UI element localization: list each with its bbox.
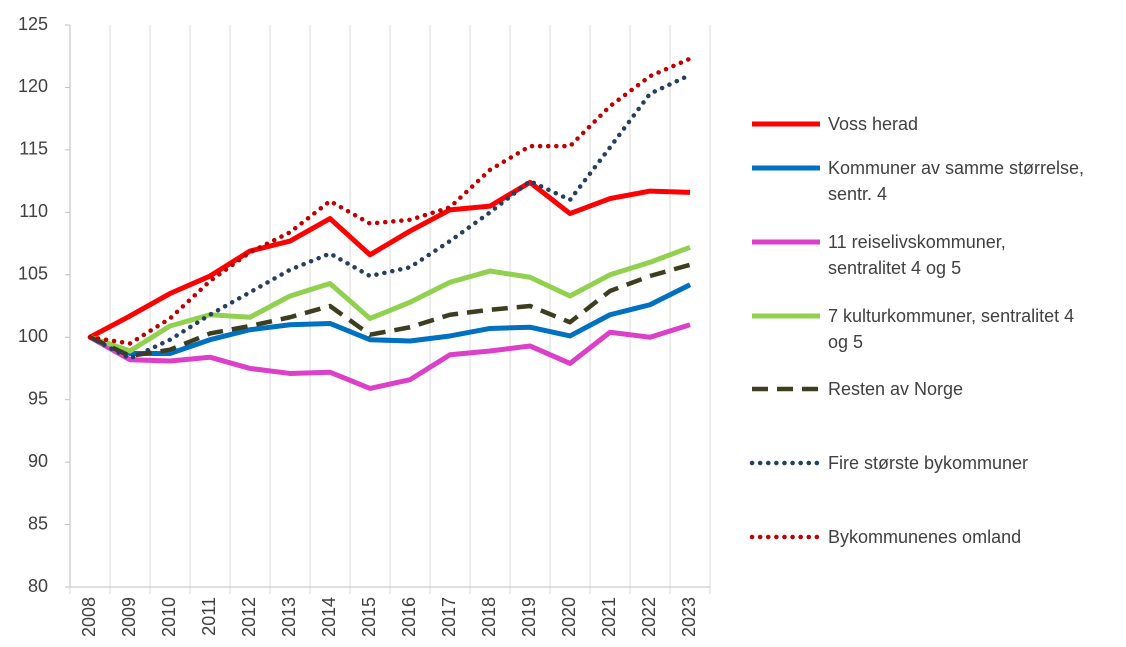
- series-line: [89, 282, 692, 356]
- x-tick-label: 2012: [239, 597, 259, 637]
- series-line: [87, 72, 693, 361]
- y-tick-label: 120: [18, 76, 48, 96]
- x-tick-label: 2018: [479, 597, 499, 637]
- legend-label: Voss herad: [828, 114, 919, 134]
- y-tick-label: 125: [18, 14, 48, 34]
- x-tick-label: 2011: [199, 597, 219, 636]
- x-tick-label: 2019: [519, 597, 539, 637]
- x-tick-label: 2017: [439, 597, 459, 637]
- x-tick-label: 2014: [319, 597, 339, 637]
- y-tick-label: 100: [18, 326, 48, 346]
- y-tick-label: 90: [28, 451, 48, 471]
- legend-label: 11 reiselivskommuner, sentralitet 4 og 5: [828, 232, 1006, 278]
- legend-label: Fire største bykommuner: [828, 453, 1029, 473]
- y-tick-label: 110: [19, 201, 48, 221]
- x-tick-label: 2015: [359, 597, 379, 637]
- x-tick-label: 2009: [119, 597, 139, 637]
- legend-label: Kommuner av samme størrelse, sentr. 4: [828, 158, 1085, 204]
- y-tick-label: 105: [18, 264, 48, 284]
- x-tick-label: 2008: [79, 597, 99, 637]
- x-tick-label: 2013: [279, 597, 299, 637]
- x-tick-label: 2010: [159, 597, 179, 637]
- legend-label: 7 kulturkommuner, sentralitet 4 og 5: [828, 306, 1075, 352]
- x-tick-label: 2016: [399, 597, 419, 637]
- x-tick-label: 2022: [639, 597, 659, 637]
- series-line: [88, 322, 691, 391]
- x-tick-label: 2023: [679, 597, 699, 637]
- series-line: [87, 56, 693, 346]
- y-tick-label: 80: [28, 576, 48, 596]
- x-tick-label: 2020: [559, 597, 579, 637]
- y-tick-label: 115: [19, 139, 48, 159]
- legend-label: Resten av Norge: [828, 379, 964, 399]
- series-line: [89, 244, 691, 354]
- x-tick-label: 2021: [599, 597, 619, 637]
- legend-label: Bykommunenes omland: [828, 527, 1022, 547]
- series-line: [89, 262, 691, 359]
- series-line: [88, 179, 691, 340]
- y-tick-label: 95: [28, 388, 48, 408]
- y-tick-label: 85: [28, 513, 48, 533]
